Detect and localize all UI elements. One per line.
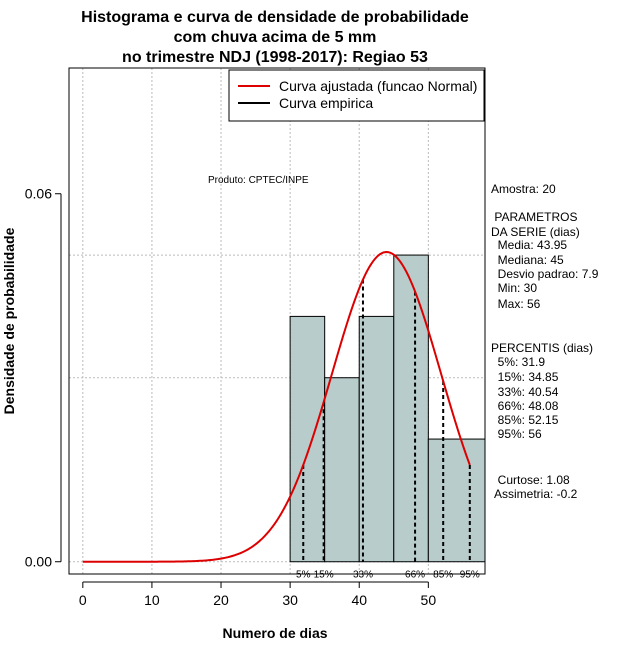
stats-line-skewness: Assimetria: -0.2 — [494, 487, 578, 501]
x-tick-label-30: 30 — [282, 592, 298, 608]
chart-title-line-2: com chuva acima de 5 mm — [174, 29, 377, 46]
stats-line-sd: Desvio padrao: 7.9 — [491, 267, 599, 281]
x-tick-label-0: 0 — [79, 592, 87, 608]
chart-title-line-1: Histograma e curva de densidade de proba… — [81, 9, 469, 26]
stats-line-p5: 5%: 31.9 — [491, 355, 545, 369]
histogram-bar-1 — [289, 315, 326, 563]
x-axis: 0 10 20 30 40 50 — [79, 581, 437, 608]
stats-line-percentiles-heading: PERCENTIS (dias) — [491, 341, 593, 355]
stats-line-kurtosis: Curtose: 1.08 — [491, 473, 570, 487]
y-axis: 0.00 0.06 — [25, 186, 62, 570]
histogram-bar-3 — [358, 315, 395, 563]
x-axis-title: Numero de dias — [222, 625, 327, 641]
stats-line-mean: Media: 43.95 — [491, 238, 567, 252]
percentile-lines — [302, 279, 471, 562]
histogram-bar-4 — [393, 254, 429, 563]
stats-line-p33: 33%: 40.54 — [491, 385, 559, 399]
stats-line-p85: 85%: 52.15 — [491, 413, 559, 427]
x-tick-label-10: 10 — [144, 592, 160, 608]
percentile-label-95: 95% — [460, 570, 480, 581]
legend-label-normal: Curva ajustada (funcao Normal) — [279, 78, 477, 94]
y-axis-title: Densidade de probabilidade — [1, 227, 17, 414]
percentile-labels: 5% 15% 33% 66% 85% 95% — [296, 570, 480, 581]
percentile-label-5: 5% — [296, 570, 311, 581]
stats-line-max: Max: 56 — [491, 297, 541, 311]
normal-fit-curve — [82, 251, 471, 563]
percentile-label-33: 33% — [353, 570, 373, 581]
legend-box — [228, 69, 485, 122]
percentile-label-66: 66% — [405, 570, 425, 581]
stats-line-params-subheading: DA SERIE (dias) — [491, 225, 580, 239]
legend: Curva ajustada (funcao Normal) Curva emp… — [228, 69, 485, 122]
plot-frame — [68, 67, 486, 575]
histogram-bar-5 — [427, 438, 486, 563]
x-tick-label-20: 20 — [213, 592, 229, 608]
stats-line-median: Mediana: 45 — [491, 253, 564, 267]
stats-line-params-heading: PARAMETROS — [491, 210, 577, 224]
histogram-bars — [289, 254, 486, 563]
chart-title-line-3: no trimestre NDJ (1998-2017): Regiao 53 — [122, 49, 428, 66]
percentile-label-15: 15% — [314, 570, 334, 581]
stats-panel: Amostra: 20 PARAMETROS DA SERIE (dias) M… — [491, 182, 599, 501]
stats-line-p15: 15%: 34.85 — [491, 370, 559, 384]
percentile-label-85: 85% — [433, 570, 453, 581]
histogram-bar-2 — [324, 377, 360, 563]
legend-label-empirical: Curva empirica — [279, 95, 373, 111]
stats-line-min: Min: 30 — [491, 281, 537, 295]
y-tick-label-1: 0.06 — [25, 186, 52, 202]
product-annotation: Produto: CPTEC/INPE — [208, 175, 309, 186]
stats-line-sample: Amostra: 20 — [491, 182, 556, 196]
x-tick-label-40: 40 — [351, 592, 367, 608]
stats-line-p66: 66%: 48.08 — [491, 399, 559, 413]
y-tick-label-0: 0.00 — [25, 554, 52, 570]
x-tick-label-50: 50 — [421, 592, 437, 608]
normal-curve-group — [82, 251, 471, 563]
stats-line-p95: 95%: 56 — [491, 427, 542, 441]
